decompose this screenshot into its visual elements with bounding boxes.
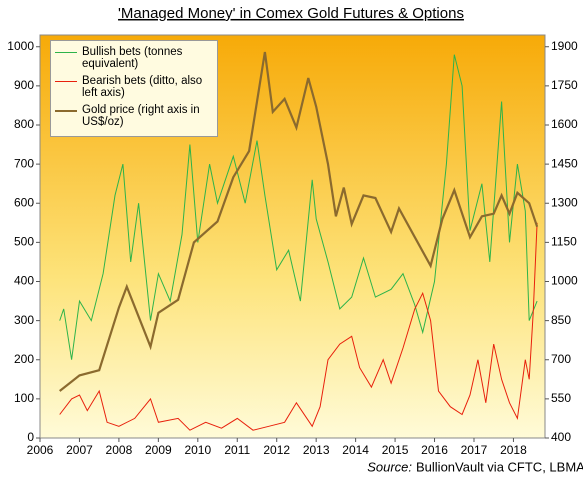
x-tick-label: 2006	[27, 443, 54, 457]
y2-tick-label: 1900	[551, 39, 578, 53]
y2-tick-label: 1300	[551, 195, 578, 209]
y-tick-label: 1000	[7, 39, 34, 53]
legend-label: Bullish bets (tonnes equivalent)	[82, 46, 183, 70]
y-tick-label: 100	[14, 391, 34, 405]
legend-swatch	[55, 110, 77, 112]
y-tick-label: 600	[14, 195, 34, 209]
y-tick-label: 0	[27, 430, 34, 444]
legend-label: Gold price (right axis in US$/oz)	[82, 104, 200, 128]
source-label: Source:	[367, 459, 412, 474]
legend-item: Bullish bets (tonnes equivalent)	[55, 46, 213, 70]
series-line	[59, 222, 538, 431]
legend-swatch	[55, 81, 77, 82]
y-tick-label: 200	[14, 352, 34, 366]
y-tick-label: 800	[14, 117, 34, 131]
y2-tick-label: 1600	[551, 117, 578, 131]
y-tick-label: 900	[14, 78, 34, 92]
y-tick-label: 300	[14, 313, 34, 327]
x-tick-label: 2015	[382, 443, 409, 457]
legend-item: Bearish bets (ditto, also left axis)	[55, 75, 213, 99]
y2-tick-label: 1750	[551, 78, 578, 92]
y2-tick-label: 850	[551, 313, 571, 327]
x-tick-label: 2016	[421, 443, 448, 457]
y2-tick-label: 400	[551, 430, 571, 444]
y-tick-label: 500	[14, 235, 34, 249]
x-tick-label: 2010	[184, 443, 211, 457]
x-tick-label: 2009	[145, 443, 172, 457]
x-tick-label: 2014	[342, 443, 369, 457]
x-tick-label: 2017	[461, 443, 488, 457]
x-tick-label: 2012	[263, 443, 290, 457]
chart-title: 'Managed Money' in Comex Gold Futures & …	[118, 5, 464, 22]
y2-tick-label: 1150	[551, 235, 577, 249]
series-line	[59, 51, 539, 392]
legend-swatch	[55, 52, 77, 53]
x-tick-label: 2018	[500, 443, 527, 457]
source: BullionVault via CFTC, LBMA	[416, 459, 583, 474]
legend: Bullish bets (tonnes equivalent) Bearish …	[50, 40, 218, 137]
x-tick-label: 2007	[66, 443, 93, 457]
y2-tick-label: 1450	[551, 156, 578, 170]
legend-item: Gold price (right axis in US$/oz)	[55, 104, 213, 128]
y-tick-label: 400	[14, 274, 34, 288]
y2-tick-label: 700	[551, 352, 571, 366]
legend-label: Bearish bets (ditto, also left axis)	[82, 75, 203, 99]
y-tick-label: 700	[14, 156, 34, 170]
x-tick-label: 2011	[224, 443, 250, 457]
x-tick-label: 2013	[303, 443, 330, 457]
series-line	[59, 54, 538, 360]
y2-tick-label: 1000	[551, 274, 578, 288]
y2-tick-label: 550	[551, 391, 571, 405]
x-tick-label: 2008	[106, 443, 133, 457]
